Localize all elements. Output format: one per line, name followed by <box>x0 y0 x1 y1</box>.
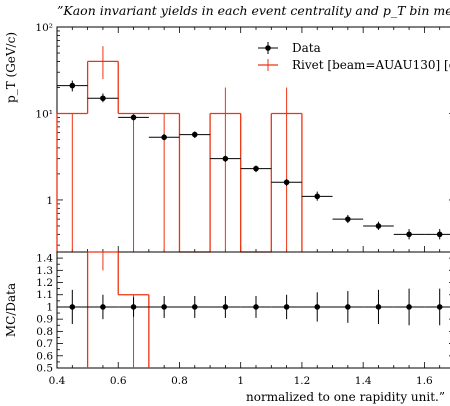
y-tick-label: 10¹ <box>35 108 53 120</box>
ratio-y-tick-label: 0.6 <box>36 350 53 362</box>
data-ratio-point <box>406 304 412 310</box>
x-axis-label: normalized to one rapidity unit.” <box>246 390 445 404</box>
ratio-plot-frame <box>56 251 450 369</box>
data-ratio-point <box>100 304 106 310</box>
legend-data-marker <box>265 45 271 51</box>
data-ratio-point <box>253 304 259 310</box>
data-ratio-point <box>436 304 443 310</box>
data-ratio-point <box>191 304 198 310</box>
data-ratio-point <box>222 304 229 310</box>
data-ratio-point <box>283 304 290 310</box>
data-ratio-point <box>69 304 76 310</box>
data-ratio-point <box>130 304 137 310</box>
data-ratio-point <box>161 304 167 310</box>
ratio-y-axis-label: MC/Data <box>4 283 18 337</box>
data-ratio-point <box>345 304 351 310</box>
x-tick-label: 0.6 <box>110 375 127 387</box>
x-tick-label: 1.4 <box>355 375 372 387</box>
data-main-point <box>406 231 412 238</box>
legend: Data Rivet [beam=AUAU130] [c <box>258 41 450 72</box>
ratio-y-tick-label: 1 <box>46 301 53 313</box>
ratio-y-tick-label: 0.9 <box>36 314 53 326</box>
ratio-y-tick-label: 0.8 <box>36 326 53 338</box>
data-main-point <box>130 114 137 121</box>
legend-entry-mc: Rivet [beam=AUAU130] [c <box>292 58 450 72</box>
data-ratio-point <box>375 304 382 310</box>
x-tick-label: 1.2 <box>294 375 311 387</box>
ratio-y-tick-label: 0.7 <box>36 338 53 350</box>
data-main-point <box>375 223 382 229</box>
main-panel: 10² 10¹ 1 p_T (GeV/c) <box>4 22 450 253</box>
data-main-point <box>345 216 351 222</box>
data-main-point <box>436 231 443 238</box>
data-ratio-point <box>314 304 321 310</box>
y-tick-label: 1 <box>46 195 53 207</box>
ratio-y-tick-label: 0.5 <box>36 363 53 375</box>
ratio-y-tick-label: 1.4 <box>36 253 53 265</box>
x-tick-label: 0.4 <box>49 375 66 387</box>
data-main-point <box>69 82 76 89</box>
data-main-point <box>314 193 321 200</box>
ratio-y-tick-label: 1.1 <box>36 289 53 301</box>
ratio-y-tick-label: 1.2 <box>36 277 53 289</box>
data-main-point <box>191 131 198 138</box>
ratio-y-tick-label: 1.3 <box>36 265 53 277</box>
x-tick-label: 1.6 <box>416 375 433 387</box>
y-tick-label: 10² <box>35 22 53 34</box>
chart-title: ”Kaon invariant yields in each event cen… <box>57 3 450 18</box>
data-main-point <box>283 179 290 186</box>
data-main-point <box>222 155 229 162</box>
data-main-point <box>161 134 167 141</box>
legend-entry-data: Data <box>292 41 321 55</box>
data-main-point <box>100 95 106 102</box>
data-main-point <box>253 165 259 172</box>
x-tick-label: 1 <box>237 375 244 387</box>
x-tick-label: 0.8 <box>171 375 188 387</box>
y-axis-label: p_T (GeV/c) <box>4 32 18 103</box>
